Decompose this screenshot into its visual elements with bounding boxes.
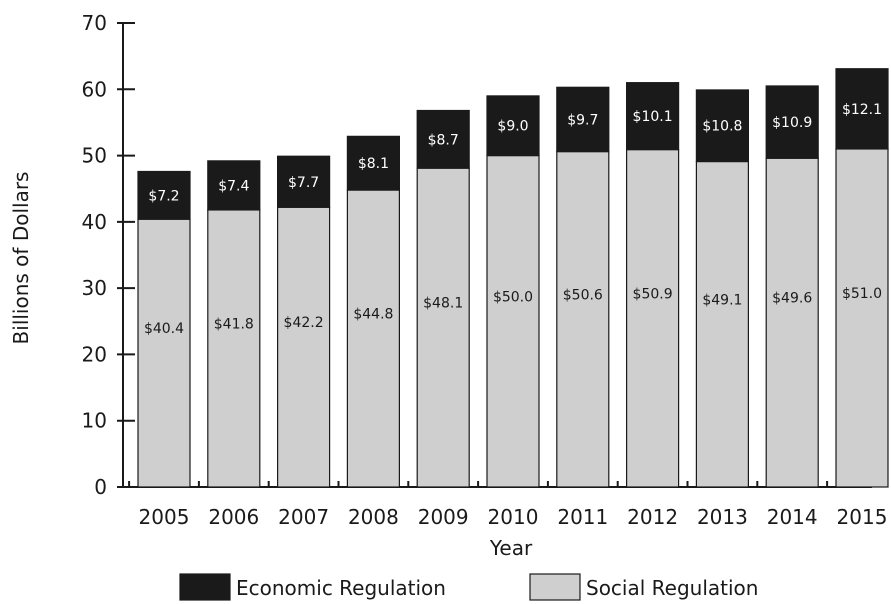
x-tick-label: 2015	[837, 505, 888, 529]
y-tick-label: 40	[82, 210, 107, 234]
bar-social-regulation	[416, 167, 470, 488]
bar-social-regulation	[625, 149, 680, 488]
bar-economic-regulation	[416, 109, 470, 169]
x-tick-label: 2010	[488, 505, 539, 529]
legend-swatch	[179, 573, 231, 601]
x-tick-label: 2005	[139, 505, 190, 529]
bar-social-regulation	[695, 160, 750, 488]
bar-economic-regulation	[556, 86, 610, 153]
bar-economic-regulation	[346, 135, 400, 191]
data-label-economic: $10.1	[633, 109, 673, 125]
data-label-economic: $9.0	[497, 119, 528, 135]
y-tick-label: 70	[82, 11, 107, 35]
bar-social-regulation	[277, 206, 331, 488]
data-label-social: $42.2	[284, 315, 324, 331]
x-tick-label: 2011	[557, 505, 608, 529]
bar-social-regulation	[486, 154, 540, 488]
bar-social-regulation	[835, 148, 889, 488]
y-tick-label: 20	[82, 342, 107, 366]
x-tick-label: 2014	[767, 505, 818, 529]
x-tick-label: 2006	[208, 505, 259, 529]
bar-economic-regulation	[835, 68, 889, 150]
data-label-social: $50.6	[563, 287, 603, 303]
bars	[137, 68, 889, 488]
bar-social-regulation	[137, 218, 191, 488]
data-label-social: $48.1	[423, 296, 463, 312]
y-tick-label: 60	[82, 77, 107, 101]
data-label-economic: $8.1	[358, 156, 389, 172]
data-label-social: $41.8	[214, 316, 254, 332]
bar-social-regulation	[765, 157, 819, 488]
bar-social-regulation	[556, 150, 610, 488]
data-label-economic: $12.1	[842, 102, 882, 118]
bar-economic-regulation	[137, 170, 191, 220]
y-tick-label: 50	[82, 144, 107, 168]
data-label-economic: $7.2	[148, 188, 179, 204]
x-tick-label: 2012	[627, 505, 678, 529]
bar-economic-regulation	[207, 160, 261, 211]
bar-economic-regulation	[625, 82, 680, 151]
y-tick-label: 0	[94, 475, 107, 499]
x-tick-label: 2013	[697, 505, 748, 529]
data-label-social: $49.1	[702, 292, 742, 308]
data-label-social: $49.6	[772, 291, 812, 307]
bar-economic-regulation	[765, 85, 819, 159]
bar-economic-regulation	[277, 155, 331, 208]
x-tick-label: 2007	[278, 505, 329, 529]
legend: Economic Regulation Social Regulation	[179, 573, 758, 601]
bar-economic-regulation	[695, 89, 750, 163]
data-label-economic: $7.7	[288, 175, 319, 191]
data-labels: $40.4 $7.2 $41.8 $7.4 $42.2 $7.7 $44.8 $8.1 $48.…	[144, 102, 882, 337]
data-label-economic: $7.4	[218, 178, 249, 194]
data-label-social: $44.8	[353, 307, 393, 323]
data-label-social: $50.9	[633, 286, 673, 302]
bar-social-regulation	[346, 189, 400, 488]
data-label-economic: $10.8	[702, 119, 742, 135]
legend-swatch	[529, 573, 581, 601]
data-label-social: $40.4	[144, 321, 184, 337]
y-tick-label: 10	[82, 409, 107, 433]
x-tick-label: 2009	[418, 505, 469, 529]
bar-social-regulation	[207, 209, 261, 488]
data-label-economic: $9.7	[567, 112, 598, 128]
y-tick-label: 30	[82, 276, 107, 300]
data-label-social: $50.0	[493, 289, 533, 305]
bar-economic-regulation	[486, 95, 540, 157]
legend-label: Social Regulation	[586, 576, 758, 600]
x-axis-title: Year	[489, 536, 533, 560]
y-axis-title: Billions of Dollars	[9, 172, 33, 345]
legend-label: Economic Regulation	[236, 576, 446, 600]
data-label-economic: $10.9	[772, 115, 812, 131]
data-label-social: $51.0	[842, 286, 882, 302]
axes: 0 10 20 30 40 50 60 70 2005 2006 2007 2008 2009 2010 2…	[82, 11, 888, 529]
x-tick-label: 2008	[348, 505, 399, 529]
data-label-economic: $8.7	[428, 132, 459, 148]
